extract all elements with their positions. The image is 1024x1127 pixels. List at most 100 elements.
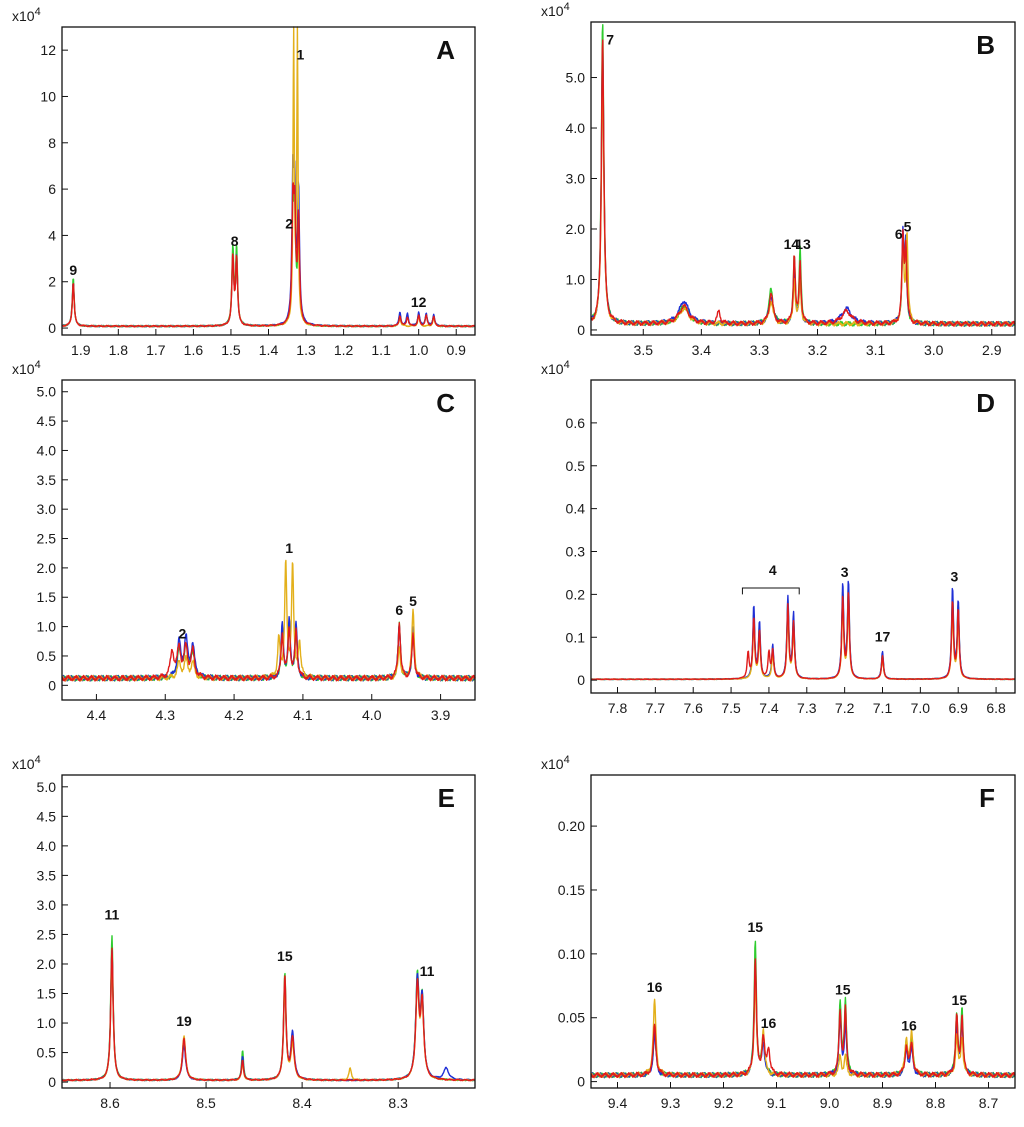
y-multiplier: x104	[541, 754, 570, 772]
peak-label: 15	[952, 992, 968, 1008]
y-tick-label: 2.5	[37, 926, 57, 942]
x-tick-label: 1.5	[221, 342, 241, 358]
y-tick-label: 4.5	[37, 413, 57, 429]
spectrum-orange	[61, 559, 476, 682]
y-tick-label: 0	[577, 322, 585, 338]
peak-label: 14	[784, 236, 800, 252]
x-tick-label: 6.8	[986, 700, 1006, 716]
x-tick-label: 3.5	[634, 342, 654, 358]
x-tick-label: 3.4	[692, 342, 712, 358]
x-tick-label: 7.4	[759, 700, 779, 716]
y-tick-label: 8	[48, 135, 56, 151]
peak-label: 1	[297, 46, 305, 62]
x-tick-label: 8.6	[100, 1095, 120, 1111]
panel-letter: C	[436, 388, 455, 418]
y-tick-label: 5.0	[37, 384, 57, 400]
peak-label: 9	[69, 262, 77, 278]
y-multiplier: x104	[12, 359, 41, 377]
peak-label: 3	[951, 569, 959, 585]
peak-label: 13	[795, 236, 811, 252]
x-tick-label: 8.5	[196, 1095, 216, 1111]
peak-label: 8	[231, 233, 239, 249]
x-tick-label: 0.9	[446, 342, 466, 358]
x-tick-label: 7.2	[835, 700, 855, 716]
x-tick-label: 9.0	[820, 1095, 840, 1111]
panel-letter: A	[436, 35, 455, 65]
y-tick-label: 3.5	[37, 867, 57, 883]
y-multiplier: x104	[12, 754, 41, 772]
y-tick-label: 0	[48, 320, 56, 336]
plot-frame	[61, 26, 476, 336]
y-tick-label: 2.0	[37, 560, 57, 576]
y-tick-label: 10	[40, 88, 56, 104]
y-tick-label: 2	[48, 274, 56, 290]
y-tick-label: 1.0	[566, 271, 586, 287]
y-tick-label: 0.15	[558, 882, 585, 898]
plot-frame	[61, 774, 476, 1089]
x-tick-label: 7.3	[797, 700, 817, 716]
spectrum-green	[590, 24, 1016, 327]
y-tick-label: 0	[577, 1074, 585, 1090]
x-tick-label: 1.0	[409, 342, 429, 358]
y-tick-label: 0.5	[37, 648, 57, 664]
peak-label: 12	[411, 294, 427, 310]
x-tick-label: 9.2	[714, 1095, 734, 1111]
x-tick-label: 4.0	[362, 707, 382, 723]
peak-label: 7	[606, 32, 614, 48]
y-tick-label: 3.0	[37, 897, 57, 913]
x-tick-label: 1.8	[109, 342, 129, 358]
spectrum-red	[61, 947, 476, 1082]
peak-label: 6	[895, 226, 903, 242]
y-multiplier: x104	[541, 359, 570, 377]
y-tick-label: 12	[40, 42, 56, 58]
x-tick-label: 7.0	[911, 700, 931, 716]
x-tick-label: 8.4	[292, 1095, 312, 1111]
spectrum-orange	[61, 26, 476, 328]
spectrum-red	[590, 592, 1016, 681]
y-tick-label: 0	[48, 677, 56, 693]
plot-frame	[590, 774, 1016, 1089]
x-tick-label: 1.2	[334, 342, 354, 358]
spectrum-red	[590, 958, 1016, 1079]
peak-label: 15	[748, 919, 764, 935]
y-tick-label: 4	[48, 227, 56, 243]
x-tick-label: 4.4	[87, 707, 107, 723]
x-tick-label: 2.9	[982, 342, 1002, 358]
peak-label: 17	[875, 629, 891, 645]
peak-label: 2	[285, 215, 293, 231]
y-tick-label: 0	[577, 672, 585, 688]
peak-label: 2	[179, 625, 187, 641]
spectrum-blue	[590, 50, 1016, 327]
peak-label: 11	[105, 907, 120, 923]
y-tick-label: 4.5	[37, 808, 57, 824]
plot-frame	[590, 379, 1016, 694]
peak-label: 11	[420, 963, 435, 979]
x-tick-label: 9.1	[767, 1095, 787, 1111]
spectrum-red	[590, 39, 1016, 327]
y-tick-label: 0.10	[558, 946, 585, 962]
y-tick-label: 1.0	[37, 1015, 57, 1031]
y-tick-label: 1.0	[37, 619, 57, 635]
panel-letter: F	[979, 783, 995, 813]
peak-label: 3	[841, 564, 849, 580]
x-tick-label: 1.4	[259, 342, 279, 358]
x-tick-label: 7.8	[608, 700, 628, 716]
y-tick-label: 0.05	[558, 1010, 585, 1026]
x-tick-label: 9.3	[661, 1095, 681, 1111]
y-tick-label: 5.0	[37, 779, 57, 795]
panel-b: 0 1.0 2.0 3.0 4.0 5.0 3.5 3.4 3.3 3.2 3.1 3.0 2.9 x10…	[541, 1, 1016, 358]
peak-label: 15	[277, 948, 293, 964]
x-tick-label: 3.0	[924, 342, 944, 358]
x-tick-label: 3.9	[431, 707, 451, 723]
y-tick-label: 1.5	[37, 589, 57, 605]
x-tick-label: 7.1	[873, 700, 893, 716]
panel-e: 0 0.5 1.0 1.5 2.0 2.5 3.0 3.5 4.0 4.5 5.0 8.6 8.5 8.4…	[12, 754, 476, 1111]
y-tick-label: 2.5	[37, 531, 57, 547]
y-tick-label: 2.0	[566, 221, 586, 237]
peak-group-bracket	[741, 587, 800, 595]
x-tick-label: 7.6	[683, 700, 703, 716]
x-tick-label: 1.9	[71, 342, 91, 358]
x-tick-label: 1.3	[296, 342, 316, 358]
